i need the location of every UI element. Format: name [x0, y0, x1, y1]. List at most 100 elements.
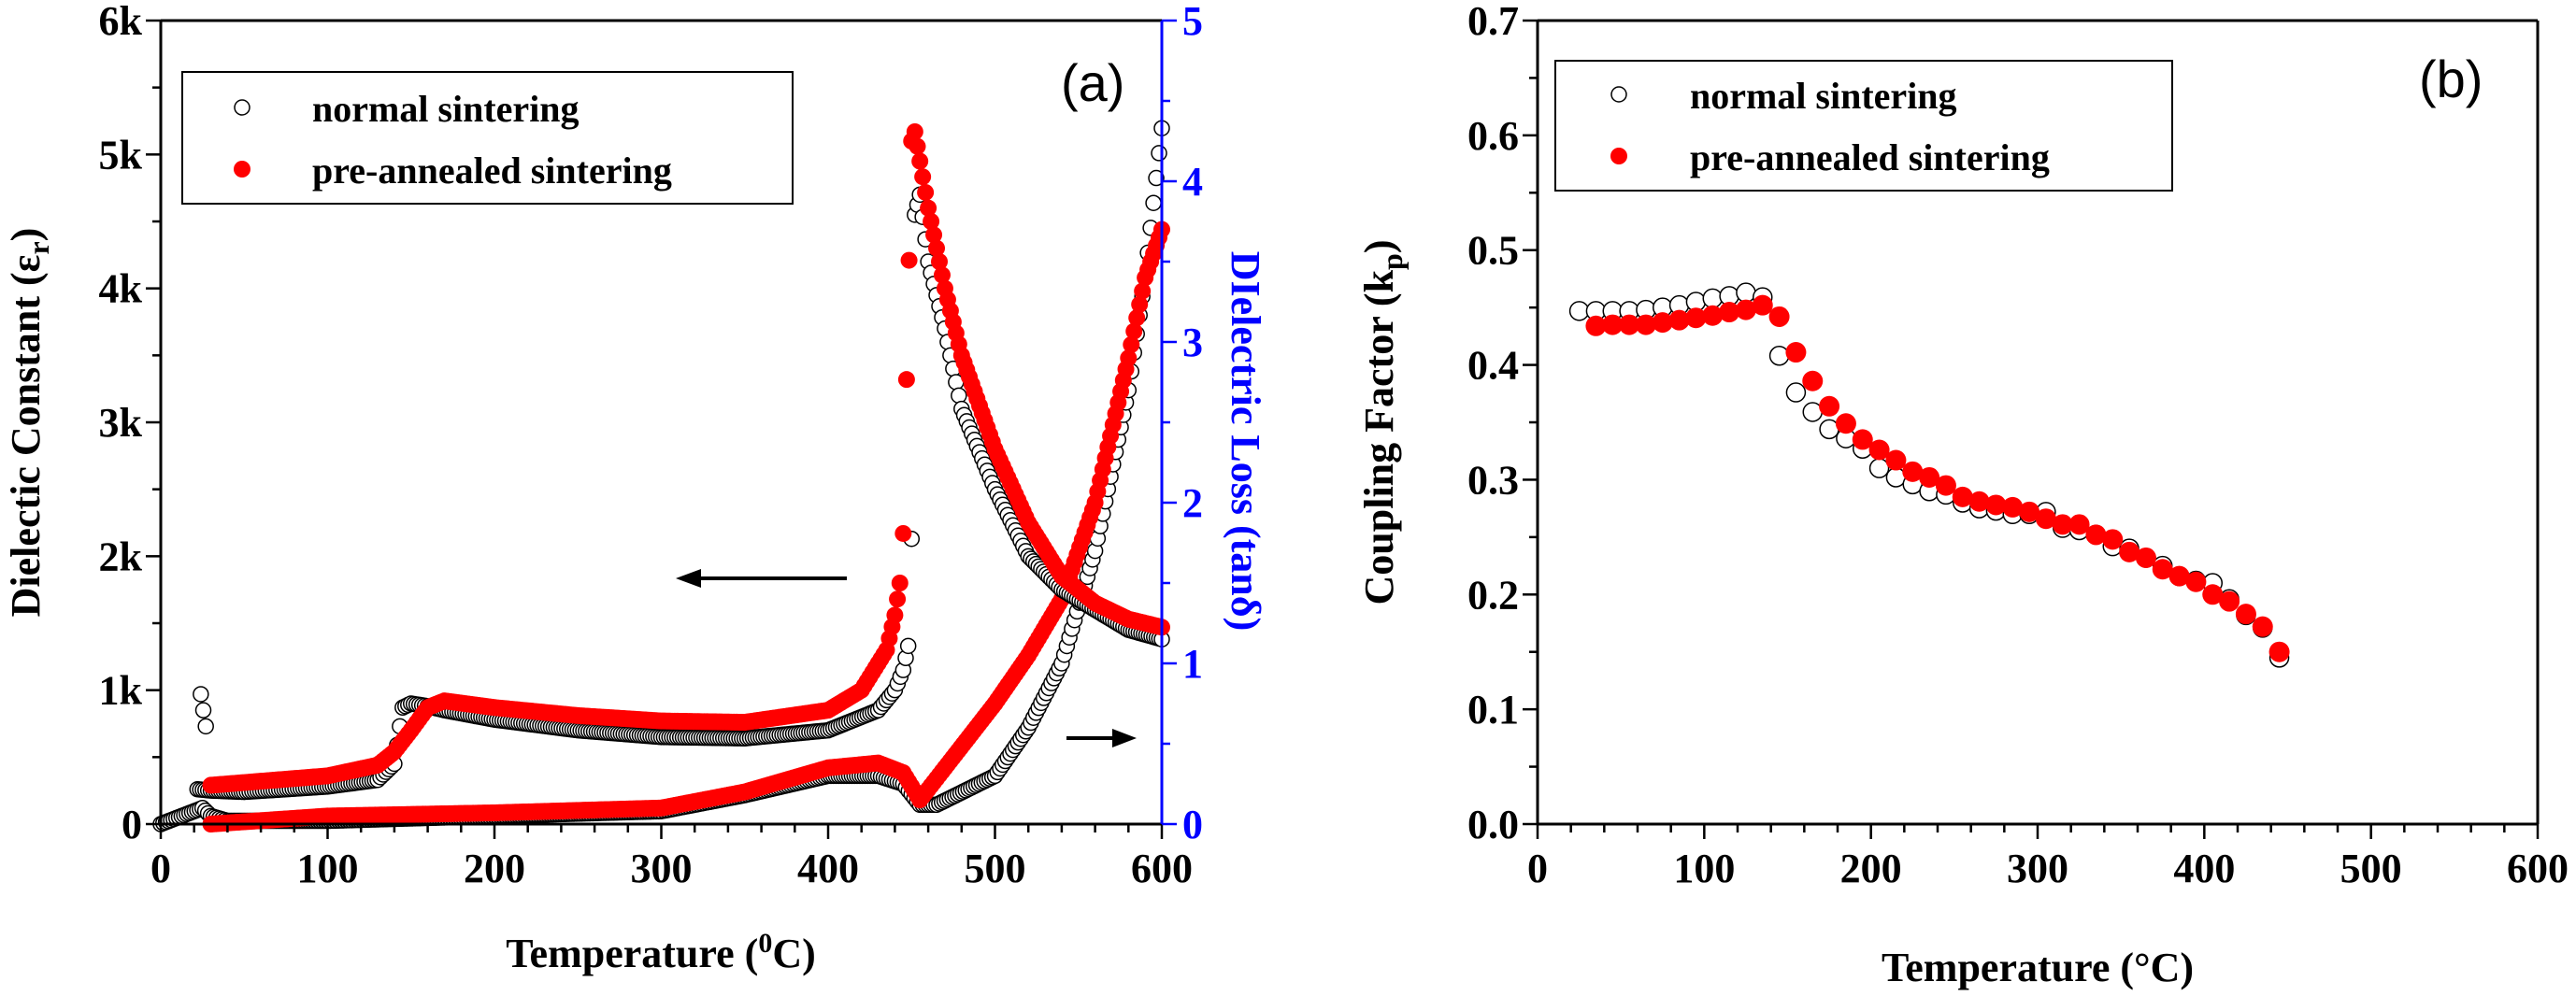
- legend-a-normal-label: normal sintering: [312, 88, 580, 130]
- pre-permittivity-point: [906, 122, 923, 140]
- left-arrow: [676, 569, 847, 588]
- y-axis-title-a: Dielectic Constant (εr): [3, 228, 55, 618]
- pre-kp-point: [1702, 305, 1724, 326]
- pre-kp-point: [2202, 584, 2224, 605]
- legend-a-normal-marker: [234, 99, 250, 116]
- pre-permittivity-point: [894, 524, 912, 542]
- pre-kp-point: [1619, 314, 1640, 335]
- legend-b-pre-label: pre-annealed sintering: [1690, 136, 2050, 178]
- y-tick-label: 1k: [99, 668, 143, 714]
- pre-kp-point: [1835, 413, 1856, 434]
- pre-permittivity-point: [923, 213, 940, 230]
- y-tick-label: 0.2: [1467, 572, 1519, 618]
- pre-kp-point: [2002, 496, 2024, 518]
- x-tick-label: 0: [150, 846, 171, 891]
- x-tick-label: 500: [2340, 846, 2402, 891]
- normal-permittivity-point: [194, 702, 212, 719]
- pre-kp-point: [2168, 565, 2190, 587]
- pre-kp-point: [1802, 370, 1824, 391]
- pre-loss-point: [1125, 322, 1143, 340]
- panel-b-marks: [1568, 282, 2290, 668]
- pre-permittivity-point: [911, 152, 929, 170]
- pre-kp-point: [2152, 559, 2173, 580]
- y-tick-label: 6k: [99, 0, 143, 44]
- pre-kp-point: [1635, 314, 1656, 335]
- normal-permittivity-point: [193, 686, 209, 703]
- pre-kp-point: [1935, 475, 1956, 496]
- pre-kp-point: [1685, 307, 1707, 329]
- normal-permittivity-point: [899, 637, 917, 655]
- pre-kp-point: [2035, 508, 2056, 530]
- pre-kp-point: [2052, 514, 2073, 535]
- pre-kp-point: [1902, 461, 1924, 482]
- pre-kp-point: [2268, 641, 2290, 662]
- x-tick-label: 0: [1527, 846, 1548, 891]
- pre-kp-point: [2135, 547, 2156, 568]
- y-tick-label: 2k: [99, 534, 143, 579]
- pre-permittivity-point: [925, 226, 943, 244]
- y-tick-label: 5k: [99, 132, 143, 178]
- pre-permittivity-point: [931, 253, 948, 270]
- y-tick-label: 0.5: [1467, 228, 1519, 274]
- pre-loss-point: [1131, 295, 1149, 313]
- legend-b-pre-marker: [1610, 148, 1627, 164]
- pre-kp-point: [2219, 590, 2240, 612]
- pre-kp-point: [1985, 494, 2007, 516]
- panel-b-axes: 0 100 200 300 400 500 600 0.0 0.1 0.2 0.3 0.4 0.5 0.6…: [1467, 0, 2569, 891]
- y2-axis-title-a: DIelectric Loss (tanδ): [1223, 251, 1268, 632]
- y-tick-label: 0.4: [1467, 343, 1519, 389]
- x-tick-label: 400: [2173, 846, 2235, 891]
- y-tick-label: 4k: [99, 266, 143, 312]
- y2-tick-label: 5: [1182, 0, 1203, 44]
- pre-permittivity-point: [909, 137, 926, 155]
- y-tick-label: 0.7: [1467, 0, 1519, 44]
- normal-kp-point: [1768, 345, 1790, 366]
- pre-permittivity-point: [891, 575, 909, 591]
- legend-b-box: [1554, 60, 2173, 192]
- pre-permittivity-point: [928, 239, 946, 257]
- pre-kp-point: [1585, 315, 1607, 336]
- x-tick-label: 200: [1840, 846, 1902, 891]
- pre-kp-point: [2019, 501, 2040, 522]
- y-tick-label: 3k: [99, 400, 143, 446]
- panel-b: 0 100 200 300 400 500 600 0.0 0.1 0.2 0.3 0.4 0.5 0.6…: [1356, 0, 2569, 990]
- x-axis-title-b: Temperature (°C): [1882, 945, 2194, 990]
- pre-kp-point: [1768, 306, 1790, 327]
- normal-permittivity-point: [951, 387, 967, 405]
- right-arrow: [1066, 729, 1137, 747]
- x-tick-label: 200: [464, 846, 525, 891]
- pre-kp-point: [1919, 466, 1940, 488]
- pre-loss-point: [1134, 282, 1152, 300]
- normal-kp-point: [1736, 282, 1756, 303]
- x-tick-label: 100: [1673, 846, 1735, 891]
- y-tick-label: 0.3: [1467, 457, 1519, 503]
- pre-permittivity-point: [886, 606, 904, 624]
- pre-kp-point: [1819, 395, 1840, 417]
- pre-kp-point: [2068, 514, 2090, 535]
- y2-tick-label: 2: [1182, 480, 1203, 526]
- pre-loss-point: [1128, 309, 1146, 327]
- y-tick-label: 0.1: [1467, 687, 1519, 733]
- pre-kp-point: [1868, 439, 1890, 461]
- x-tick-label: 400: [797, 846, 859, 891]
- normal-permittivity-point: [197, 718, 214, 735]
- x-tick-label: 300: [2007, 846, 2068, 891]
- x-tick-label: 500: [965, 846, 1026, 891]
- x-tick-label: 100: [297, 846, 359, 891]
- pre-loss-point: [1123, 335, 1140, 353]
- pre-kp-point: [1668, 309, 1690, 331]
- normal-kp-point: [1568, 301, 1590, 321]
- legend-b-normal-label: normal sintering: [1690, 75, 1957, 117]
- pre-permittivity-point: [933, 266, 951, 284]
- pre-kp-point: [1735, 299, 1756, 320]
- panel-a-label: (a): [1061, 53, 1124, 112]
- y-tick-label: 0.0: [1467, 802, 1519, 847]
- normal-kp-point: [1702, 288, 1723, 309]
- pre-kp-point: [1719, 302, 1740, 323]
- panel-a-marks: [152, 120, 1170, 832]
- pre-permittivity-point: [914, 168, 932, 186]
- pre-kp-point: [2085, 524, 2107, 546]
- pre-kp-point: [2119, 541, 2140, 562]
- y-axis-title-b: Coupling Factor (kp): [1356, 239, 1409, 605]
- y2-tick-label: 3: [1182, 320, 1203, 365]
